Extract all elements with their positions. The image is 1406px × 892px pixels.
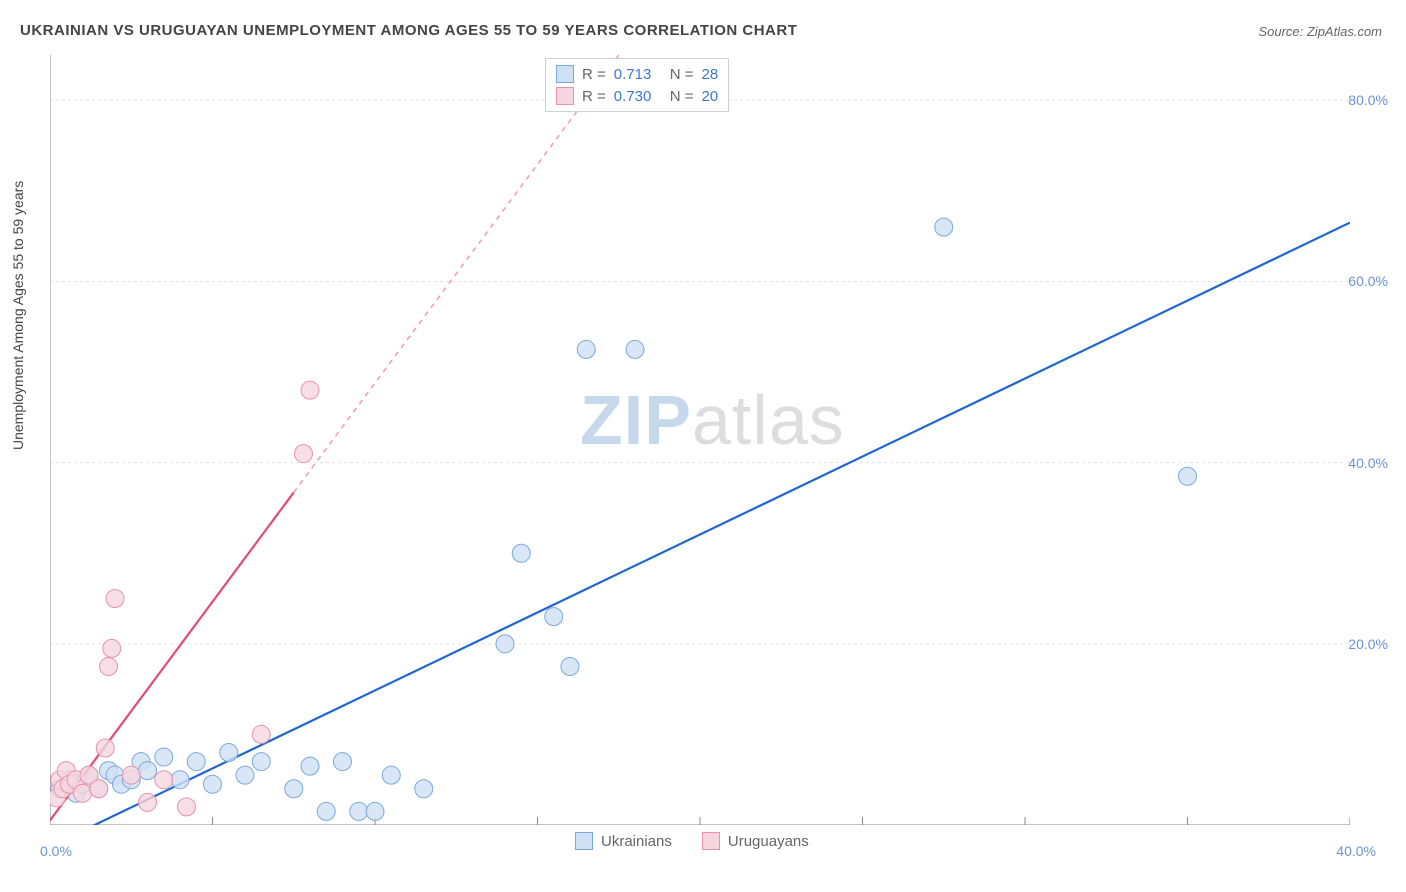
y-tick-label: 60.0% [1348, 273, 1388, 289]
legend-label: Ukrainians [601, 833, 672, 850]
y-tick-label: 40.0% [1348, 455, 1388, 471]
n-label: N = [670, 66, 694, 83]
correlation-legend: R = 0.713 N = 28 R = 0.730 N = 20 [545, 58, 729, 112]
legend-item: Uruguayans [702, 832, 809, 850]
r-value: 0.730 [614, 88, 662, 105]
r-label: R = [582, 66, 606, 83]
y-axis-label: Unemployment Among Ages 55 to 59 years [10, 181, 26, 450]
source-credit: Source: ZipAtlas.com [1258, 24, 1382, 39]
legend-swatch [702, 832, 720, 850]
chart-title: UKRAINIAN VS URUGUAYAN UNEMPLOYMENT AMON… [20, 22, 797, 39]
series-legend: Ukrainians Uruguayans [575, 832, 809, 850]
n-value: 20 [702, 88, 719, 105]
r-label: R = [582, 88, 606, 105]
x-axis-max-label: 40.0% [1336, 843, 1376, 859]
legend-swatch [556, 65, 574, 83]
scatter-chart [50, 55, 1350, 825]
legend-swatch [556, 87, 574, 105]
n-value: 28 [702, 66, 719, 83]
n-label: N = [670, 88, 694, 105]
r-value: 0.713 [614, 66, 662, 83]
y-tick-label: 20.0% [1348, 636, 1388, 652]
legend-row: R = 0.730 N = 20 [556, 85, 718, 107]
y-tick-label: 80.0% [1348, 92, 1388, 108]
x-axis-min-label: 0.0% [40, 843, 72, 859]
legend-item: Ukrainians [575, 832, 672, 850]
legend-label: Uruguayans [728, 833, 809, 850]
legend-row: R = 0.713 N = 28 [556, 63, 718, 85]
legend-swatch [575, 832, 593, 850]
